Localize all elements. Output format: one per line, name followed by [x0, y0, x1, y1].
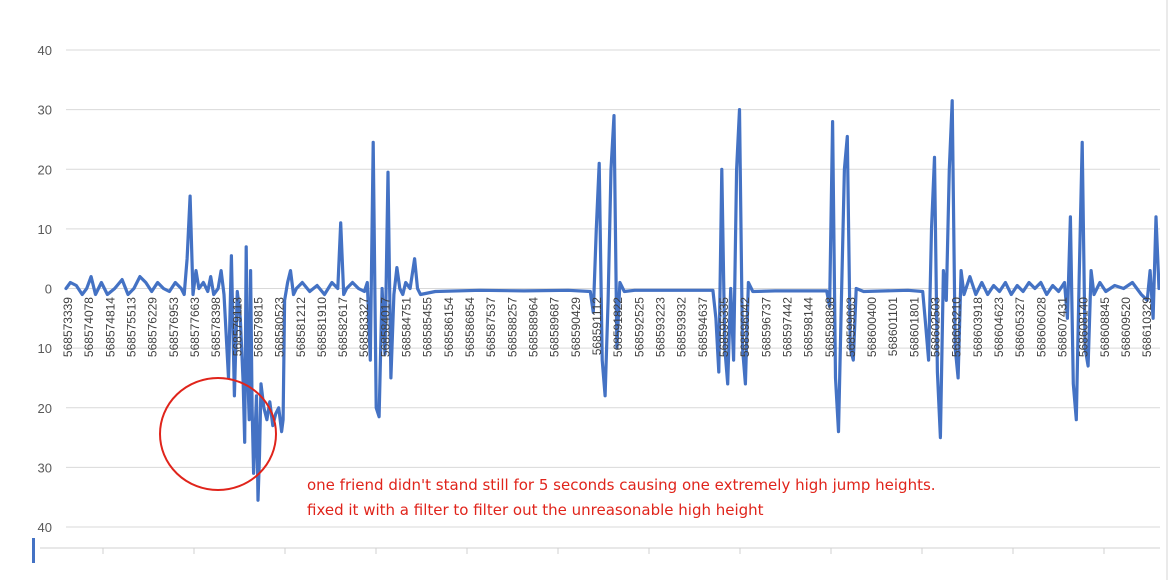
x-tick-label: 568601801 [907, 297, 921, 357]
x-tick-label: 568574814 [103, 297, 117, 357]
annotation-line-1: one friend didn't stand still for 5 seco… [307, 476, 936, 494]
x-tick-label: 568604623 [992, 297, 1006, 357]
x-tick-label: 568598868 [823, 297, 837, 357]
x-tick-label: 568605327 [1013, 297, 1027, 357]
y-axis-tick-labels: 40 30 20 10 0 10 20 30 40 [38, 43, 52, 535]
y-tick-label: 30 [38, 460, 52, 475]
annotation-line-2: fixed it with a filter to filter out the… [307, 501, 764, 519]
x-tick-label: 568600400 [865, 297, 879, 357]
x-tick-label: 568586854 [463, 297, 477, 357]
gridlines [66, 49, 1160, 528]
x-tick-label: 568588964 [527, 297, 541, 357]
x-axis [40, 547, 1160, 554]
x-tick-label: 568589687 [548, 297, 562, 357]
x-tick-label: 568596737 [759, 297, 773, 357]
x-tick-label: 568585455 [421, 297, 435, 357]
x-tick-label: 568603918 [971, 297, 985, 357]
x-tick-label: 568601101 [886, 297, 900, 357]
x-tick-label: 568577663 [188, 297, 202, 357]
x-tick-label: 568595335 [717, 297, 731, 357]
x-tick-label: 568584751 [400, 297, 414, 357]
y-tick-label: 40 [38, 43, 52, 58]
x-tick-label: 568599663 [844, 297, 858, 357]
x-tick-label: 568610329 [1140, 297, 1154, 357]
y-tick-label: 20 [38, 162, 52, 177]
x-tick-label: 568584017 [378, 297, 392, 357]
x-tick-label: 568598144 [802, 297, 816, 357]
highlight-circle [159, 377, 277, 491]
right-crop-mask [1160, 0, 1171, 580]
x-tick-label: 568590429 [569, 297, 583, 357]
y-tick-label: 10 [38, 222, 52, 237]
y-tick-label: 10 [38, 341, 52, 356]
x-tick-label: 568573339 [61, 297, 75, 357]
x-tick-label: 568609520 [1119, 297, 1133, 357]
x-tick-label: 568587537 [484, 297, 498, 357]
scroll-marker [32, 538, 35, 563]
x-tick-label: 568583327 [357, 297, 371, 357]
x-tick-label: 568579113 [230, 297, 244, 357]
x-tick-label: 568588257 [505, 297, 519, 357]
x-tick-label: 568608140 [1077, 297, 1091, 357]
y-tick-label: 20 [38, 401, 52, 416]
x-tick-label: 568576229 [146, 297, 160, 357]
x-tick-label: 568606028 [1034, 297, 1048, 357]
x-tick-label: 568579815 [251, 297, 265, 357]
x-tick-label: 568581910 [315, 297, 329, 357]
x-tick-label: 568580523 [273, 297, 287, 357]
x-tick-label: 568591822 [611, 297, 625, 357]
x-tick-label: 568578398 [209, 297, 223, 357]
y-tick-label: 0 [45, 282, 52, 297]
x-tick-label: 568593932 [675, 297, 689, 357]
x-tick-label: 568603210 [950, 297, 964, 357]
x-tick-label: 568593223 [654, 297, 668, 357]
x-tick-label: 568602503 [929, 297, 943, 357]
x-tick-label: 568574078 [82, 297, 96, 357]
series-lines [64, 99, 1161, 502]
x-tick-label: 568575513 [125, 297, 139, 357]
x-axis-tick-labels: 568573339 568574078 568574814 568575513 5685… [61, 297, 1154, 357]
y-tick-label: 40 [38, 520, 52, 535]
x-tick-label: 568597442 [780, 297, 794, 357]
x-tick-label: 568608845 [1098, 297, 1112, 357]
x-tick-label: 568576953 [167, 297, 181, 357]
x-tick-label: 568586154 [442, 297, 456, 357]
x-tick-label: 568581212 [294, 297, 308, 357]
x-tick-label: 568594637 [696, 297, 710, 357]
x-tick-label: 568582617 [336, 297, 350, 357]
y-tick-label: 30 [38, 103, 52, 118]
x-tick-label: 568591112 [590, 297, 604, 356]
x-tick-label: 568607431 [1056, 297, 1070, 357]
series-line [64, 99, 1161, 502]
x-tick-label: 568592525 [632, 297, 646, 357]
x-tick-label: 568596042 [738, 297, 752, 357]
